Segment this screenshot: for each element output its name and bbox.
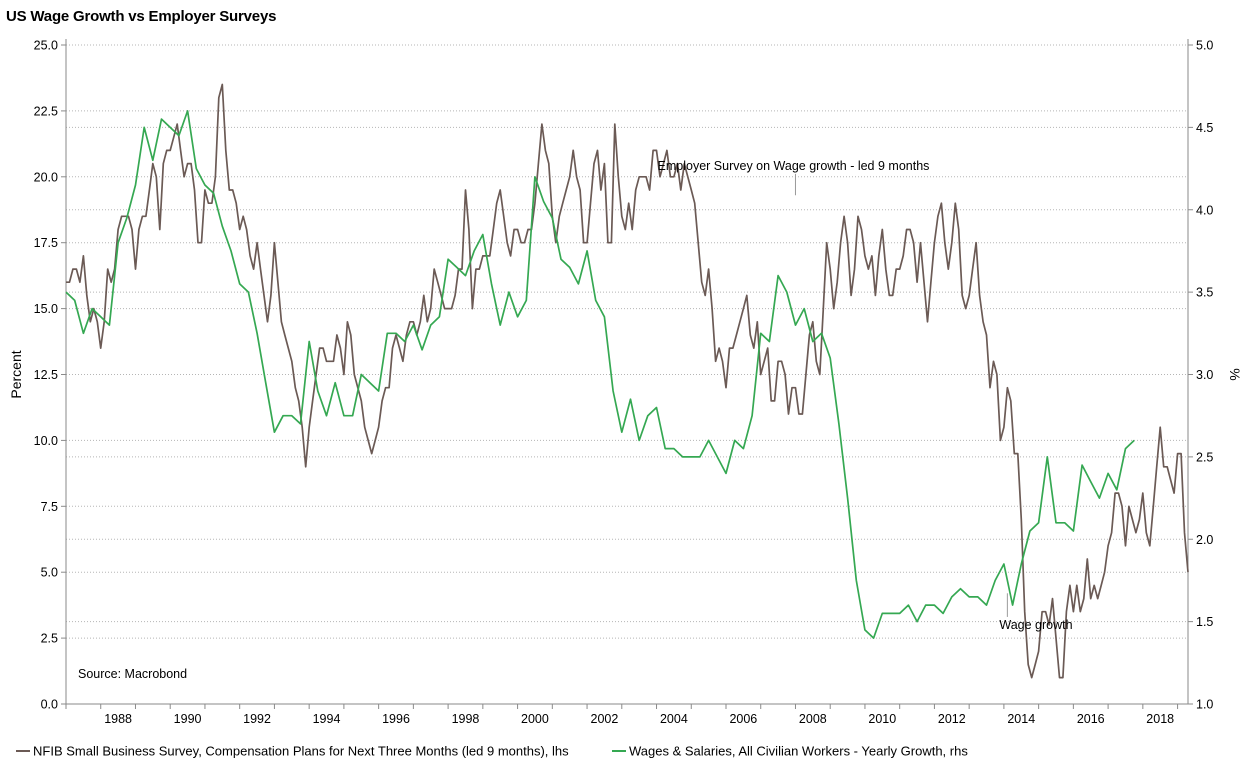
- x-tick-label: 1998: [452, 712, 480, 726]
- x-tick-label: 2002: [591, 712, 619, 726]
- y-left-tick-label: 25.0: [34, 39, 58, 53]
- x-tick-label: 2012: [938, 712, 966, 726]
- gridlines: [66, 44, 1188, 705]
- x-tick-label: 2006: [729, 712, 757, 726]
- y-left-tick-label: 15.0: [34, 302, 58, 316]
- x-tick-label: 2016: [1077, 712, 1105, 726]
- legend-label-wages: Wages & Salaries, All Civilian Workers -…: [629, 744, 968, 759]
- legend: NFIB Small Business Survey, Compensation…: [16, 744, 968, 759]
- series-group: [65, 83, 1189, 679]
- x-tick-label: 2004: [660, 712, 688, 726]
- y-left-tick-label: 2.5: [41, 632, 58, 646]
- y-right-tick-label: 4.5: [1196, 121, 1213, 135]
- y-right-tick-label: 5.0: [1196, 39, 1213, 53]
- source-label: Source: Macrobond: [78, 667, 187, 681]
- x-tick-label: 1994: [313, 712, 341, 726]
- x-tick-label: 1996: [382, 712, 410, 726]
- annotations: Employer Survey on Wage growth - led 9 m…: [78, 159, 1073, 681]
- x-tick-label: 2018: [1146, 712, 1174, 726]
- y-right-axis-title: %: [1227, 368, 1243, 380]
- y-left-tick-label: 20.0: [34, 170, 58, 184]
- annotation-wage-growth: Wage growth: [999, 618, 1072, 632]
- y-left-axis-title: Percent: [8, 350, 24, 398]
- y-right-tick-label: 3.0: [1196, 368, 1213, 382]
- y-left-tick-label: 12.5: [34, 368, 58, 382]
- axes: 0.0 2.5 5.0 7.5 10.0 12.5 15.0 17.5 20.0 22.5 25.0…: [8, 39, 1243, 727]
- x-tick-label: 2008: [799, 712, 827, 726]
- x-tick-label: 1992: [243, 712, 271, 726]
- y-right-tick-label: 2.5: [1196, 450, 1213, 464]
- y-left-tick-label: 22.5: [34, 104, 58, 118]
- series-nfib-line: [66, 83, 1189, 679]
- y-left-tick-label: 0.0: [41, 698, 58, 712]
- y-left-tick-label: 17.5: [34, 236, 58, 250]
- x-tick-label: 2014: [1007, 712, 1035, 726]
- x-tick-label: 2000: [521, 712, 549, 726]
- x-tick-label: 1990: [174, 712, 202, 726]
- y-right-tick-label: 1.5: [1196, 615, 1213, 629]
- chart-title: US Wage Growth vs Employer Surveys: [6, 8, 277, 25]
- annotation-employer-survey: Employer Survey on Wage growth - led 9 m…: [658, 159, 930, 173]
- y-left-tick-label: 10.0: [34, 434, 58, 448]
- y-right-tick-label: 4.0: [1196, 203, 1213, 217]
- legend-label-nfib: NFIB Small Business Survey, Compensation…: [33, 744, 569, 759]
- x-tick-label: 1988: [104, 712, 132, 726]
- y-left-tick-label: 5.0: [41, 566, 58, 580]
- y-right-tick-label: 2.0: [1196, 533, 1213, 547]
- x-tick-label: 2010: [868, 712, 896, 726]
- y-left-tick-label: 7.5: [41, 500, 58, 514]
- series-wages-line: [65, 110, 1135, 639]
- y-right-tick-label: 1.0: [1196, 698, 1213, 712]
- y-right-tick-label: 3.5: [1196, 286, 1213, 300]
